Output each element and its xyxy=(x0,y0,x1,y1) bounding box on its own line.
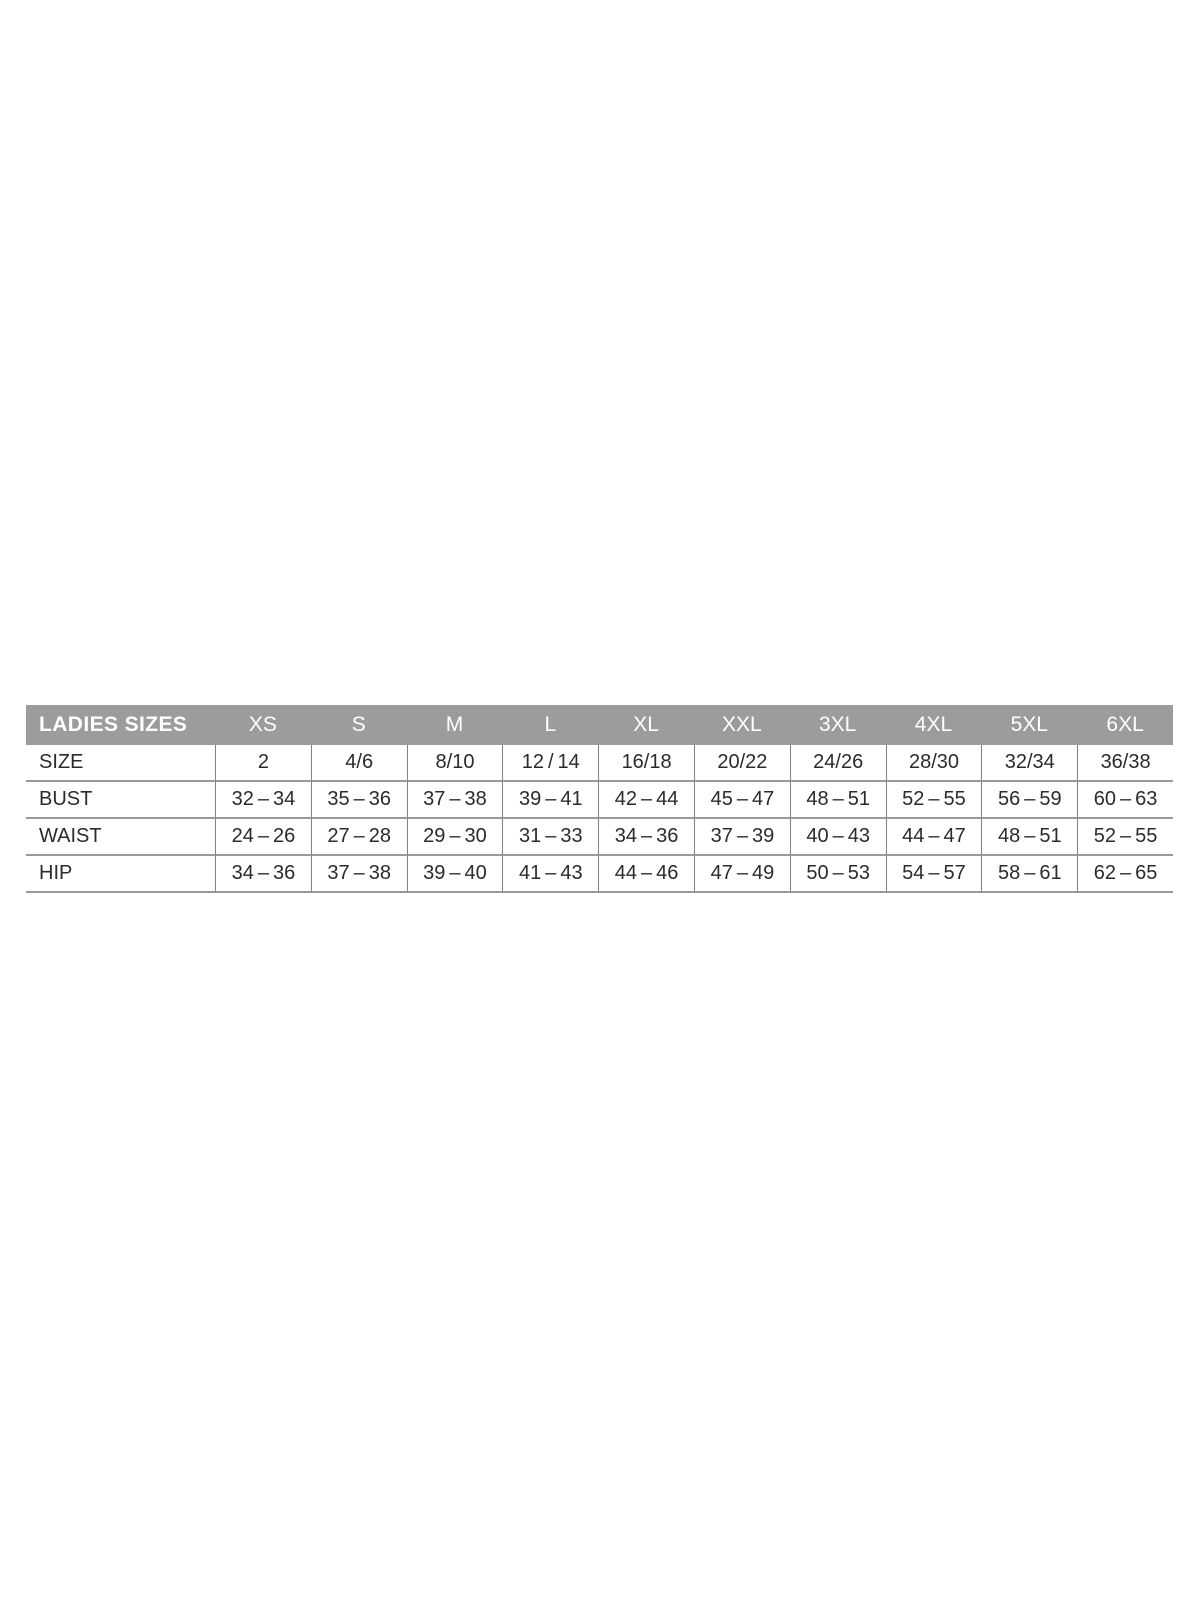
row-label-bust: BUST xyxy=(26,782,215,819)
table-cell: 39 – 41 xyxy=(502,782,599,819)
col-header-xs: XS xyxy=(215,705,311,745)
table-cell: 20/22 xyxy=(694,745,790,782)
row-label-hip: HIP xyxy=(26,856,215,893)
table-cell: 29 – 30 xyxy=(406,819,503,856)
col-header-l: L xyxy=(502,705,599,745)
table-cell: 31 – 33 xyxy=(502,819,599,856)
table-cell: 8/10 xyxy=(406,745,503,782)
table-cell: 34 – 36 xyxy=(598,819,694,856)
table-cell: 28/30 xyxy=(885,745,982,782)
table-cell: 39 – 40 xyxy=(406,856,503,893)
col-header-xxl: XXL xyxy=(694,705,790,745)
col-header-m: M xyxy=(406,705,503,745)
table-cell: 24 – 26 xyxy=(215,819,311,856)
table-cell: 48 – 51 xyxy=(789,782,886,819)
table-cell: 42 – 44 xyxy=(598,782,694,819)
table-cell: 40 – 43 xyxy=(789,819,886,856)
table-cell: 44 – 46 xyxy=(598,856,694,893)
table-cell: 45 – 47 xyxy=(694,782,790,819)
table-cell: 60 – 63 xyxy=(1077,782,1173,819)
table-cell: 16/18 xyxy=(598,745,694,782)
col-header-3xl: 3XL xyxy=(789,705,886,745)
table-cell: 35 – 36 xyxy=(310,782,407,819)
col-header-s: S xyxy=(310,705,407,745)
table-cell: 32/34 xyxy=(981,745,1078,782)
table-cell: 41 – 43 xyxy=(502,856,599,893)
table-cell: 37 – 38 xyxy=(310,856,407,893)
row-label-size: SIZE xyxy=(26,745,215,782)
table-cell: 50 – 53 xyxy=(789,856,886,893)
table-cell: 48 – 51 xyxy=(981,819,1078,856)
col-header-xl: XL xyxy=(598,705,694,745)
col-header-6xl: 6XL xyxy=(1077,705,1173,745)
table-cell: 12 / 14 xyxy=(502,745,599,782)
row-label-waist: WAIST xyxy=(26,819,215,856)
col-header-5xl: 5XL xyxy=(981,705,1078,745)
table-cell: 44 – 47 xyxy=(885,819,982,856)
table-cell: 4/6 xyxy=(310,745,407,782)
table-cell: 37 – 39 xyxy=(694,819,790,856)
table-cell: 36/38 xyxy=(1077,745,1173,782)
table-cell: 52 – 55 xyxy=(1077,819,1173,856)
table-cell: 2 xyxy=(215,745,311,782)
table-cell: 34 – 36 xyxy=(215,856,311,893)
table-title: LADIES SIZES xyxy=(26,705,215,745)
table-cell: 62 – 65 xyxy=(1077,856,1173,893)
col-header-4xl: 4XL xyxy=(885,705,982,745)
table-cell: 37 – 38 xyxy=(406,782,503,819)
ladies-sizes-table: LADIES SIZES XS S M L XL XXL 3XL 4XL 5XL… xyxy=(26,705,1173,893)
table-cell: 27 – 28 xyxy=(310,819,407,856)
table-cell: 56 – 59 xyxy=(981,782,1078,819)
table-cell: 58 – 61 xyxy=(981,856,1078,893)
table-cell: 52 – 55 xyxy=(885,782,982,819)
table-cell: 32 – 34 xyxy=(215,782,311,819)
table-cell: 47 – 49 xyxy=(694,856,790,893)
table-cell: 54 – 57 xyxy=(885,856,982,893)
table-cell: 24/26 xyxy=(789,745,886,782)
